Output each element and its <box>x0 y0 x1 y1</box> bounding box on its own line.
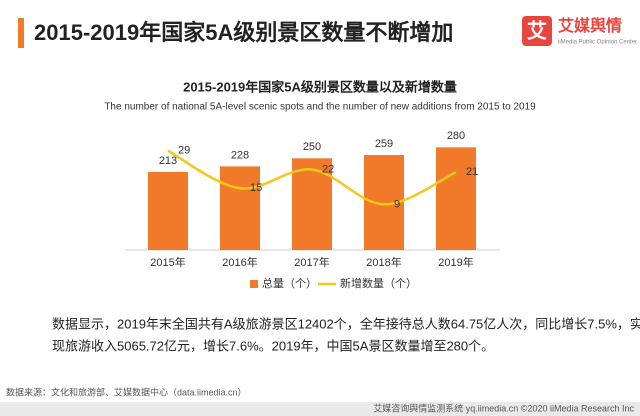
x-tick-label: 2016年 <box>222 255 257 269</box>
legend-swatch <box>250 280 258 288</box>
header-title: 2015-2019年国家5A级别景区数量不断增加 <box>34 20 453 45</box>
logo: 艾媒舆情 <box>558 16 622 35</box>
bar <box>148 171 188 250</box>
header-accent <box>18 18 24 48</box>
bar <box>436 147 476 250</box>
bar <box>220 166 260 250</box>
line-label: 29 <box>178 145 190 157</box>
paragraph-line: 现旅游收入5065.72亿元，增长7.6%。2019年，中国5A景区数量增至28… <box>52 338 494 353</box>
chart-title: 2015-2019年国家5A级别景区数量以及新增数量 <box>183 79 457 94</box>
bar-label: 213 <box>159 155 177 167</box>
logo-sub: iiMedia Public Opinion Center <box>558 40 637 46</box>
x-tick-label: 2017年 <box>294 255 329 269</box>
line-label: 9 <box>394 198 400 210</box>
paragraph-line: 数据显示，2019年末全国共有A级旅游景区12402个，全年接待总人数64.75… <box>52 316 640 331</box>
x-tick-label: 2018年 <box>366 255 401 269</box>
logo-icon-bg <box>522 16 552 46</box>
bar-label: 259 <box>375 138 393 150</box>
chart-subtitle: The number of national 5A-level scenic s… <box>104 102 536 113</box>
legend-label: 新增数量（个） <box>340 276 417 290</box>
footer: 艾媒咨询舆情监测系统 yq.iimedia.cn ©2020 iiMedia R… <box>373 402 634 413</box>
source: 数据来源：文化和旅游部、艾媒数据中心（data.iimedia.cn） <box>6 386 247 397</box>
logo-icon: 艾 <box>527 19 547 42</box>
bar-label: 280 <box>447 130 465 142</box>
line-label: 21 <box>466 166 478 178</box>
line <box>167 149 457 206</box>
line-label: 22 <box>322 163 334 175</box>
bar-label: 228 <box>231 149 249 161</box>
x-tick-label: 2019年 <box>438 255 473 269</box>
line-label: 15 <box>250 182 262 194</box>
x-tick-label: 2015年 <box>150 255 185 269</box>
legend-label: 总量（个） <box>262 276 317 290</box>
bar-label: 250 <box>303 141 321 153</box>
footer-bar <box>0 402 640 416</box>
